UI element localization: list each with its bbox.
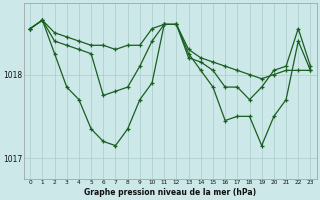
X-axis label: Graphe pression niveau de la mer (hPa): Graphe pression niveau de la mer (hPa) bbox=[84, 188, 256, 197]
